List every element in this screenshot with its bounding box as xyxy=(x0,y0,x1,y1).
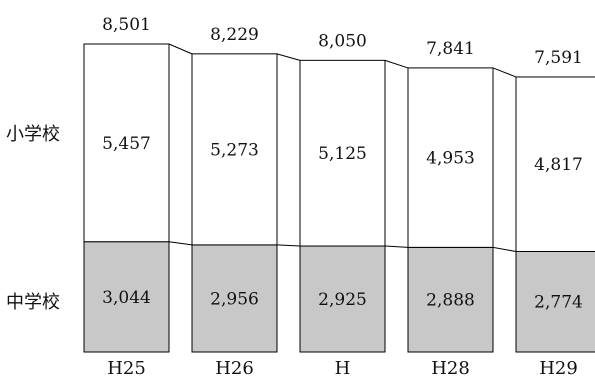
value-label-middle-H25: 3,044 xyxy=(102,288,151,308)
bar-elementary-H xyxy=(299,59,386,247)
category-label-H28: H28 xyxy=(431,358,470,379)
value-label-middle-H: 2,925 xyxy=(318,290,367,310)
bar-elementary-H28 xyxy=(407,67,494,248)
connector-top-2 xyxy=(384,59,409,69)
total-label-H26: 8,229 xyxy=(210,25,259,45)
total-label-H25: 8,501 xyxy=(102,15,151,35)
bar-middle-school-H xyxy=(299,245,386,353)
connector-top-3 xyxy=(492,67,517,78)
value-label-elementary-H25: 5,457 xyxy=(102,134,151,154)
value-label-elementary-H28: 4,953 xyxy=(426,149,475,169)
connector-top-1 xyxy=(276,53,301,61)
category-label-H26: H26 xyxy=(215,358,254,379)
category-label-H: H xyxy=(335,358,351,379)
category-label-H29: H29 xyxy=(539,358,578,379)
value-label-middle-H29: 2,774 xyxy=(534,293,583,313)
bar-elementary-H25 xyxy=(83,43,170,243)
bar-elementary-H29 xyxy=(515,76,595,252)
value-label-elementary-H: 5,125 xyxy=(318,144,367,164)
series-label-elementary: 小学校 xyxy=(6,124,60,145)
bar-middle-school-H29 xyxy=(515,250,595,353)
total-label-H28: 7,841 xyxy=(426,39,475,59)
total-label-H29: 7,591 xyxy=(534,48,583,68)
bar-middle-school-H25 xyxy=(83,241,170,353)
connector-mid-0 xyxy=(168,241,193,246)
category-label-H25: H25 xyxy=(107,358,146,379)
connector-mid-1 xyxy=(276,244,301,247)
value-label-middle-H26: 2,956 xyxy=(210,289,259,309)
value-label-elementary-H26: 5,273 xyxy=(210,140,259,160)
series-label-middle: 中学校 xyxy=(6,292,60,313)
connector-mid-2 xyxy=(384,245,409,248)
total-label-H: 8,050 xyxy=(318,31,367,51)
bar-middle-school-H28 xyxy=(407,246,494,353)
bar-elementary-H26 xyxy=(191,53,278,246)
value-label-middle-H28: 2,888 xyxy=(426,291,475,311)
connector-mid-3 xyxy=(492,246,517,252)
connector-top-0 xyxy=(168,43,193,55)
value-label-elementary-H29: 4,817 xyxy=(534,155,583,175)
